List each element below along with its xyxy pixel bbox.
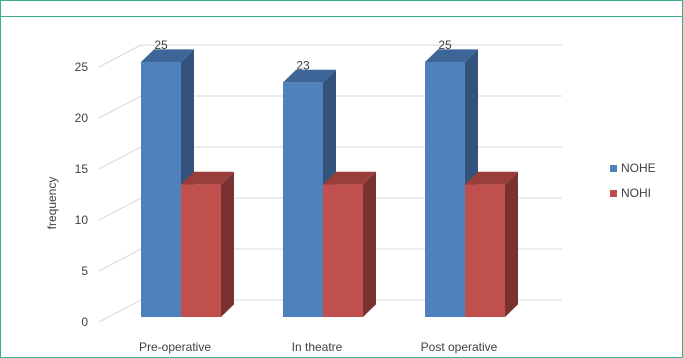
x-category-label: In theatre <box>292 340 343 354</box>
bar-top <box>323 171 376 185</box>
legend-swatch-nohe <box>610 165 617 172</box>
bar-side <box>363 171 376 317</box>
bar-top <box>141 49 194 62</box>
data-label: 25 <box>154 38 168 52</box>
gridline-depth <box>98 299 142 323</box>
legend-swatch-nohi <box>610 190 617 197</box>
top-border-strip <box>1 1 682 17</box>
bar-front <box>141 62 181 317</box>
x-axis-categories: Pre-operative In theatre Post operative <box>139 340 498 354</box>
y-tick-label: 0 <box>81 315 88 329</box>
data-labels: 25 23 25 <box>154 38 452 72</box>
y-tick-label: 5 <box>81 264 88 278</box>
bar-front <box>323 184 363 317</box>
y-tick-label: 10 <box>75 213 89 227</box>
bar-side <box>221 171 234 317</box>
bar-side <box>505 171 518 317</box>
bar-nohi-3 <box>465 171 518 317</box>
gridline-depth <box>98 248 142 272</box>
gridline-depth <box>98 44 142 68</box>
bar-top <box>425 49 478 62</box>
y-axis-label: frequency <box>45 177 59 230</box>
bar-front <box>181 184 221 317</box>
bar-top <box>465 171 518 185</box>
legend: NOHE NOHI <box>610 161 656 200</box>
data-label: 25 <box>438 38 452 52</box>
bar-front <box>283 82 323 318</box>
legend-label-nohi: NOHI <box>621 186 651 200</box>
bar-nohi-1 <box>181 171 234 317</box>
y-tick-label: 20 <box>75 111 89 125</box>
x-category-label: Pre-operative <box>139 340 211 354</box>
bar-top <box>283 69 336 83</box>
gridline-depth <box>98 146 142 170</box>
bar-nohi-2 <box>323 171 376 317</box>
bars <box>141 49 518 318</box>
x-category-label: Post operative <box>421 340 498 354</box>
bar-top <box>181 171 234 185</box>
y-tick-label: 15 <box>75 162 89 176</box>
y-tick-label: 25 <box>75 60 89 74</box>
gridline-depth <box>98 197 142 221</box>
legend-label-nohe: NOHE <box>621 161 656 175</box>
bar-front <box>425 62 465 317</box>
gridline-depth <box>98 95 142 119</box>
data-label: 23 <box>296 58 310 72</box>
bar-front <box>465 184 505 317</box>
y-axis-ticks: 0 5 10 15 20 25 <box>75 60 89 329</box>
